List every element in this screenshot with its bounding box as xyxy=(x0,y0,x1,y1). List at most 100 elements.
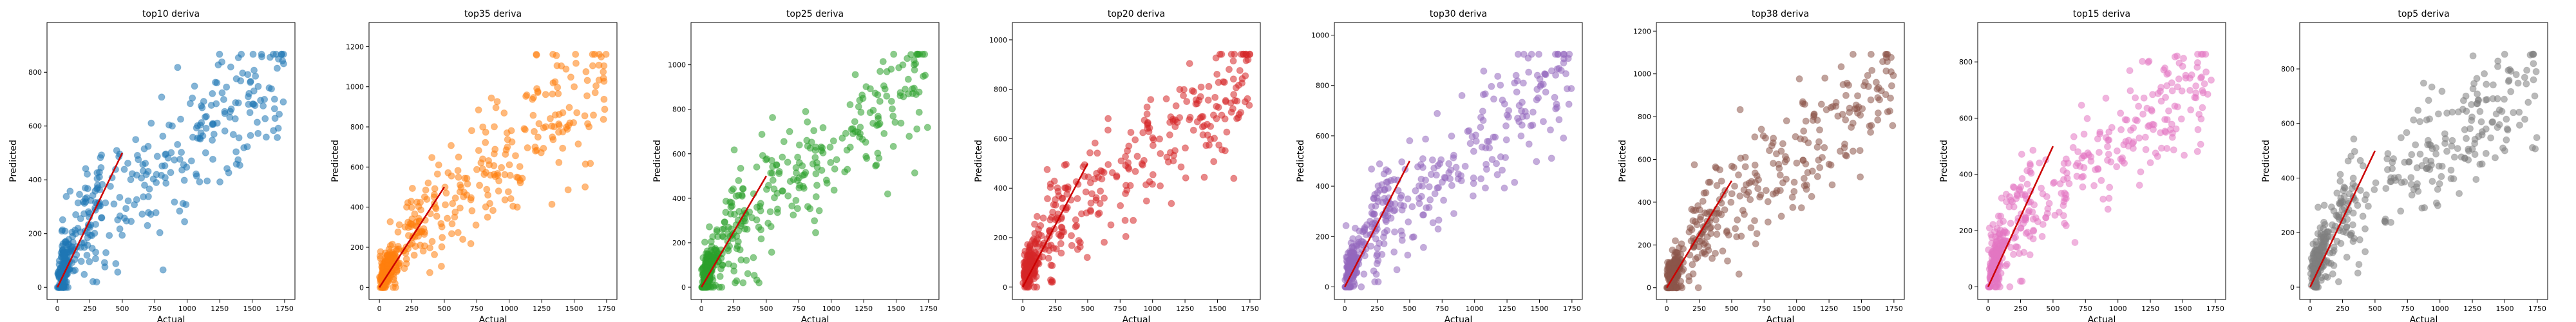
scatter-point xyxy=(2501,95,2508,103)
scatter-point xyxy=(2113,163,2121,171)
scatter-point xyxy=(1560,50,1567,58)
scatter-point xyxy=(2014,243,2022,251)
scatter-point xyxy=(2157,144,2165,152)
scatter-point xyxy=(1230,91,1238,99)
scatter-point xyxy=(463,175,471,182)
scatter-point xyxy=(549,90,556,98)
scatter-point xyxy=(177,115,184,123)
x-tick-label: 750 xyxy=(2079,305,2092,313)
scatter-point xyxy=(2349,221,2356,229)
scatter-point xyxy=(507,195,515,202)
y-tick-label: 800 xyxy=(350,123,364,131)
scatter-point xyxy=(812,229,819,236)
scatter-point xyxy=(1237,50,1245,58)
scatter-point xyxy=(1030,275,1038,283)
scatter-point xyxy=(2175,75,2183,83)
scatter-point xyxy=(753,163,761,171)
scatter-point xyxy=(2448,142,2456,150)
reference-line xyxy=(379,186,445,288)
scatter-point xyxy=(2438,173,2445,180)
scatter-point xyxy=(1086,149,1094,156)
scatter-point xyxy=(1122,190,1130,198)
scatter-point xyxy=(454,229,462,236)
scatter-point xyxy=(439,234,446,242)
scatter-point xyxy=(2468,117,2476,124)
scatter-point xyxy=(589,62,596,70)
scatter-point xyxy=(114,216,122,223)
scatter-point xyxy=(728,187,735,194)
scatter-point xyxy=(757,207,764,214)
scatter-point xyxy=(1674,253,1682,261)
scatter-point xyxy=(1033,213,1041,220)
scatter-point xyxy=(1171,147,1179,155)
scatter-point xyxy=(270,105,278,113)
scatter-point xyxy=(1434,109,1441,117)
scatter-point xyxy=(2521,115,2528,123)
scatter-point xyxy=(2060,167,2067,174)
scatter-point xyxy=(2530,60,2537,68)
scatter-point xyxy=(884,190,891,198)
x-tick-label: 750 xyxy=(2401,305,2414,313)
scatter-point xyxy=(911,66,918,74)
x-tick-label: 1000 xyxy=(1788,305,1806,313)
scatter-point xyxy=(2329,270,2336,278)
scatter-point xyxy=(1492,133,1499,141)
y-tick-label: 600 xyxy=(2281,120,2295,128)
scatter-point xyxy=(1211,93,1219,101)
scatter-point xyxy=(279,98,287,106)
scatter-point xyxy=(87,196,95,204)
x-tick-label: 500 xyxy=(115,305,129,313)
scatter-point xyxy=(2197,50,2205,58)
scatter-point xyxy=(804,203,811,211)
scatter-point xyxy=(739,185,747,193)
scatter-point xyxy=(582,183,589,191)
scatter-point xyxy=(1354,238,1362,246)
scatter-point xyxy=(1886,107,1893,115)
scatter-point xyxy=(202,113,210,120)
scatter-point xyxy=(1752,240,1759,248)
scatter-point xyxy=(144,142,152,150)
scatter-point xyxy=(1374,198,1382,205)
scatter-point xyxy=(1482,184,1489,192)
scatter-point xyxy=(2347,153,2355,160)
scatter-point xyxy=(706,223,713,231)
x-tick-label: 1500 xyxy=(1852,305,1870,313)
scatter-point xyxy=(766,208,774,216)
scatter-point xyxy=(753,276,761,284)
scatter-point xyxy=(92,249,100,256)
scatter-point xyxy=(1560,134,1567,142)
scatter-point xyxy=(2382,185,2390,193)
scatter-point xyxy=(762,185,770,193)
scatter-point xyxy=(2483,80,2490,88)
scatter-point xyxy=(1410,233,1417,241)
scatter-point xyxy=(1370,211,1378,218)
scatter-point xyxy=(1800,128,1808,135)
scatter-point xyxy=(89,278,97,285)
scatter-point xyxy=(162,151,169,158)
scatter-point xyxy=(1245,102,1253,109)
scatter-point xyxy=(1391,206,1399,214)
scatter-point xyxy=(793,169,800,176)
scatter-point xyxy=(1777,213,1785,220)
scatter-point xyxy=(1753,172,1761,180)
scatter-point xyxy=(1779,179,1786,187)
scatter-point xyxy=(1502,136,1510,144)
scatter-point xyxy=(1814,144,1821,151)
y-tick-label: 1000 xyxy=(1633,70,1651,79)
scatter-point xyxy=(468,127,475,135)
scatter-point xyxy=(421,242,428,250)
scatter-point xyxy=(571,83,578,91)
scatter-point xyxy=(2356,156,2364,164)
scatter-point xyxy=(140,193,147,201)
scatter-point xyxy=(196,135,204,143)
scatter-point xyxy=(912,60,920,68)
scatter-point xyxy=(2503,136,2510,144)
scatter-point xyxy=(1221,147,1229,155)
scatter-point xyxy=(509,202,517,210)
scatter-point xyxy=(102,249,109,256)
scatter-point xyxy=(1857,173,1864,181)
scatter-point xyxy=(1465,127,1473,135)
scatter-point xyxy=(1555,116,1563,124)
scatter-point xyxy=(1055,192,1063,200)
scatter-point xyxy=(490,150,498,158)
